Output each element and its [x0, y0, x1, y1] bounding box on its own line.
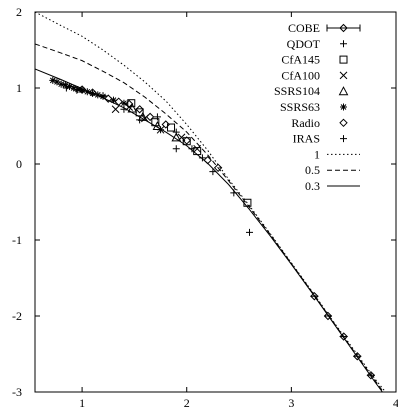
data-point — [153, 113, 161, 121]
series-0-3 — [35, 68, 383, 392]
x-tick-label: 4 — [393, 396, 398, 410]
data-point — [339, 332, 348, 341]
y-tick-label: 2 — [16, 5, 22, 19]
data-point — [182, 136, 191, 145]
series-0-5 — [35, 43, 384, 392]
data-point — [213, 163, 223, 173]
x-tick-label: 1 — [79, 396, 85, 410]
legend-errorbar-sample — [326, 24, 361, 32]
data-point — [70, 84, 78, 92]
legend-marker-sample — [339, 23, 348, 33]
axes-layer: 1 2 3 4 -3 -2 -1 0 1 2 — [12, 5, 398, 410]
series-line-0-5 — [35, 43, 384, 392]
data-point — [323, 311, 333, 321]
data-point — [49, 76, 57, 84]
series-line-0-3 — [35, 68, 383, 392]
y-tick-label: 1 — [16, 81, 22, 95]
data-point — [366, 371, 376, 380]
data-point — [62, 84, 70, 92]
legend-marker-sample — [340, 40, 347, 48]
data-point — [167, 123, 176, 132]
data-point — [83, 88, 91, 96]
legend-label: COBE — [288, 21, 320, 35]
data-point — [172, 145, 180, 153]
legend-label: 0.5 — [305, 163, 320, 177]
data-point — [88, 88, 97, 97]
cobe-errorbars — [310, 295, 375, 376]
data-point — [73, 86, 81, 94]
legend-label: SSRS63 — [280, 100, 320, 114]
data-point — [145, 112, 155, 122]
legend-marker-sample — [338, 86, 349, 96]
y-tick-label: 0 — [16, 157, 22, 171]
legend-marker-sample — [340, 135, 347, 143]
series-cfa145 — [127, 99, 252, 207]
series-cobe — [310, 292, 376, 380]
data-point — [182, 137, 191, 146]
data-point — [198, 154, 206, 162]
series-layer — [35, 12, 386, 392]
legend-label: 0.3 — [305, 179, 320, 193]
legend-marker-sample — [339, 71, 348, 80]
data-point — [94, 91, 102, 99]
x-tick-label: 2 — [184, 396, 190, 410]
legend-label: SSRS104 — [274, 84, 320, 98]
legend-marker-sample — [340, 103, 347, 111]
plot-frame — [34, 11, 397, 393]
data-point — [127, 103, 138, 113]
data-point — [120, 99, 128, 107]
data-point — [66, 82, 74, 90]
legend-label: QDOT — [287, 37, 321, 51]
data-point — [135, 105, 144, 114]
data-point — [353, 352, 362, 361]
data-point — [310, 292, 319, 301]
series-radio — [77, 85, 223, 173]
data-point — [77, 85, 87, 94]
data-point — [161, 120, 171, 129]
legend-marker-sample — [339, 55, 348, 64]
y-tick-label: -3 — [12, 385, 22, 399]
data-point — [111, 105, 120, 114]
data-point — [104, 94, 113, 103]
legend-label: CfA100 — [281, 68, 320, 82]
data-point — [53, 78, 61, 86]
data-point — [246, 228, 254, 236]
legend-marker-sample — [339, 118, 348, 128]
data-point — [109, 96, 117, 104]
legend-label: IRAS — [293, 132, 320, 146]
y-tick-label: -1 — [12, 233, 22, 247]
series-1 — [35, 12, 386, 392]
data-point — [57, 80, 65, 88]
data-point — [61, 81, 69, 89]
legend-label: Radio — [291, 116, 320, 130]
data-point — [124, 99, 134, 109]
data-point — [78, 86, 86, 94]
data-point — [157, 126, 165, 134]
x-tick-label: 3 — [288, 396, 294, 410]
data-point — [136, 116, 144, 124]
legend-label: CfA145 — [281, 53, 320, 67]
legend-label: 1 — [314, 147, 320, 161]
y-tick-label: -2 — [12, 309, 22, 323]
series-line-1 — [35, 12, 386, 392]
